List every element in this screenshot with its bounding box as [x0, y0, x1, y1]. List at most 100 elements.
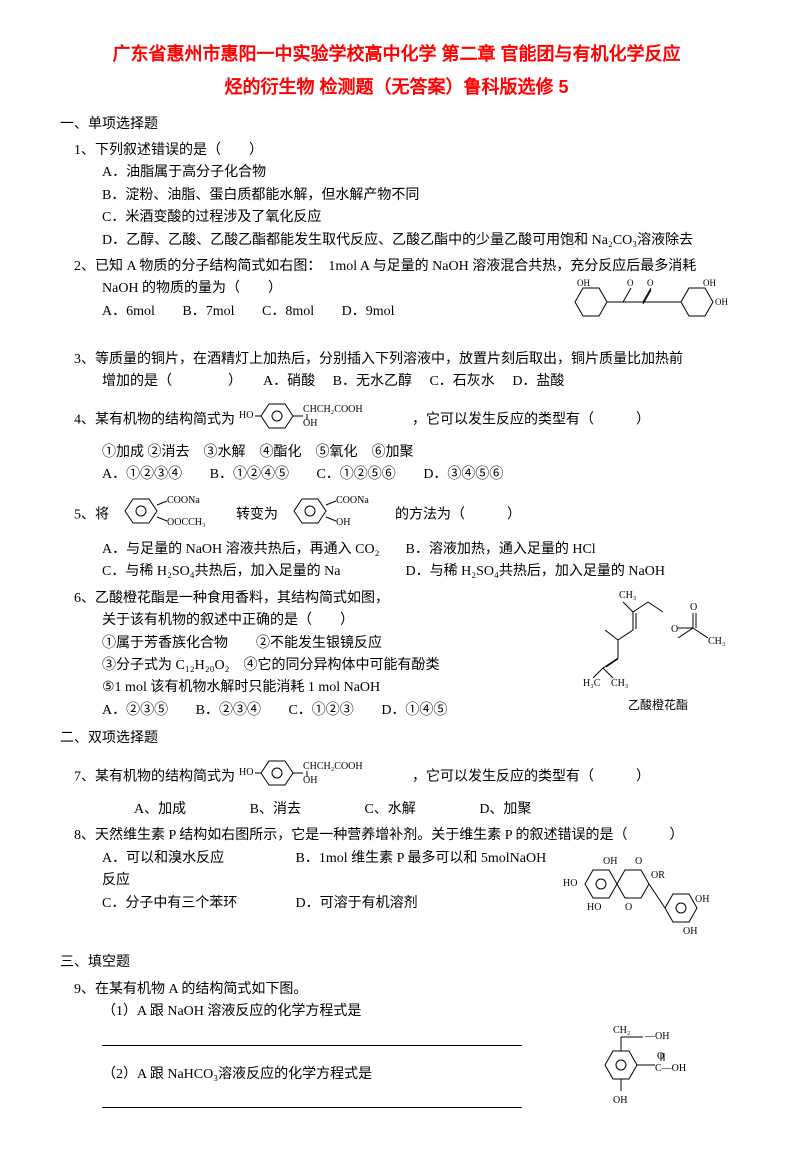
- q7-options: A、加成 B、消去 C、水解 D、加聚: [134, 799, 733, 821]
- q2-opt-c: C．8mol: [262, 304, 314, 319]
- question-8: 8、天然维生素 P 结构如右图所示，它是一种营养增补剂。关于维生素 P 的叙述错…: [74, 825, 733, 946]
- svg-text:OH: OH: [613, 1095, 627, 1106]
- q6-opt-a: A．②③⑤: [102, 703, 168, 718]
- question-3: 3、等质量的铜片，在酒精灯上加热后，分别插入下列溶液中，放置片刻后取出，铜片质量…: [74, 349, 733, 394]
- svg-text:OH: OH: [695, 894, 709, 905]
- q5-line1: 5、将 COONa OOCCH₃ 转变为: [74, 491, 733, 539]
- q6-opt-d: D．①④⑤: [381, 703, 447, 718]
- q1-opt-c: C．米酒变酸的过程涉及了氧化反应: [102, 207, 733, 229]
- q4-stem-a: 4、某有机物的结构简式为: [74, 412, 235, 427]
- q5-opt-c: C．与稀 H₂SO₄共热后，加入足量的 Na: [102, 561, 402, 583]
- svg-text:OH: OH: [703, 278, 716, 288]
- q4-opt-b: B．①②④⑤: [210, 467, 289, 482]
- q9-structure-icon: CH₂ —OH O C—OH OH: [583, 1009, 733, 1117]
- q4-line1: 4、某有机物的结构简式为 HO CHCH₂COOH OH ，它可以发生反应的类型…: [74, 398, 733, 442]
- q5-stem-c: 的方法为（ ）: [395, 507, 521, 522]
- q7-stem-a: 7、某有机物的结构简式为: [74, 769, 235, 784]
- svg-text:COONa: COONa: [336, 495, 369, 506]
- q5-stem-b: 转变为: [236, 507, 278, 522]
- svg-text:OH: OH: [603, 856, 617, 867]
- svg-text:O: O: [647, 278, 654, 288]
- svg-text:HO: HO: [239, 767, 253, 778]
- q2-stem-a: 2、已知 A 物质的分子结构简式如右图： 1mol A 与足量的 NaOH 溶液…: [74, 256, 733, 278]
- svg-text:CH₃: CH₃: [708, 636, 725, 647]
- svg-text:CH₃: CH₃: [611, 678, 628, 688]
- q3-opt-a: A．硝酸: [263, 374, 315, 389]
- question-7: 7、某有机物的结构简式为 HO CHCH₂COOH OH ，它可以发生反应的类型…: [74, 755, 733, 822]
- q2-opt-d: D．9mol: [342, 304, 395, 319]
- q2-opt-b: B．7mol: [182, 304, 234, 319]
- svg-text:HO: HO: [563, 878, 577, 889]
- question-4: 4、某有机物的结构简式为 HO CHCH₂COOH OH ，它可以发生反应的类型…: [74, 398, 733, 487]
- q4-structure-icon: HO CHCH₂COOH OH: [239, 398, 409, 442]
- q8-opt-a: A．可以和溴水反应: [102, 848, 292, 870]
- q9-stem: 9、在某有机物 A 的结构简式如下图。: [74, 979, 733, 1001]
- q2-opt-a: A．6mol: [102, 304, 155, 319]
- section-3-heading: 三、填空题: [60, 952, 733, 974]
- q8-stem: 8、天然维生素 P 结构如右图所示，它是一种营养增补剂。关于维生素 P 的叙述错…: [74, 825, 733, 847]
- q6-structure-icon: CH₃ H₃C CH₃ O O CH₃ 乙酸橙花酯: [583, 588, 733, 716]
- section-1-heading: 一、单项选择题: [60, 114, 733, 136]
- q5-row1: A．与足量的 NaOH 溶液共热后，再通入 CO₂ B．溶液加热，通入足量的 H…: [102, 539, 733, 561]
- title-line-2: 烃的衍生物 检测题（无答案）鲁科版选修 5: [60, 73, 733, 102]
- q5-opt-b: B．溶液加热，通入足量的 HCl: [406, 542, 596, 557]
- svg-text:OR: OR: [651, 870, 665, 881]
- q7-opt-d: D、加聚: [479, 802, 531, 817]
- blank-line-2: [102, 1093, 522, 1108]
- q6-opt-c: C．①②③: [288, 703, 353, 718]
- q7-opt-a: A、加成: [134, 802, 186, 817]
- q8-opt-d: D．可溶于有机溶剂: [296, 896, 418, 911]
- svg-text:COONa: COONa: [167, 495, 200, 506]
- q4-opt-d: D．③④⑤⑥: [423, 467, 503, 482]
- svg-text:HO: HO: [239, 410, 253, 421]
- q1-stem: 1、下列叙述错误的是（ ）: [74, 140, 733, 162]
- q7-line1: 7、某有机物的结构简式为 HO CHCH₂COOH OH ，它可以发生反应的类型…: [74, 755, 733, 799]
- svg-text:OH: OH: [303, 418, 317, 429]
- q1-opt-d: D．乙醇、乙酸、乙酸乙酯都能发生取代反应、乙酸乙酯中的少量乙酸可用饱和 Na₂C…: [102, 230, 733, 252]
- svg-text:OH: OH: [683, 926, 697, 937]
- q4-opt-c: C．①②⑤⑥: [316, 467, 395, 482]
- svg-text:OH: OH: [303, 775, 317, 786]
- q7-opt-c: C、水解: [364, 802, 415, 817]
- question-1: 1、下列叙述错误的是（ ） A．油脂属于高分子化合物 B．淀粉、油脂、蛋白质都能…: [74, 140, 733, 252]
- q8-structure-icon: HO HO OH O OR O OH OH: [563, 848, 733, 946]
- svg-text:CHCH₂COOH: CHCH₂COOH: [303, 761, 363, 772]
- svg-text:CHCH₂COOH: CHCH₂COOH: [303, 404, 363, 415]
- svg-text:OOCCH₃: OOCCH₃: [167, 517, 206, 528]
- svg-text:O: O: [635, 856, 642, 867]
- q4-list: ①加成 ②消去 ③水解 ④酯化 ⑤氧化 ⑥加聚: [102, 442, 733, 464]
- question-2: 2、已知 A 物质的分子结构简式如右图： 1mol A 与足量的 NaOH 溶液…: [74, 256, 733, 345]
- svg-text:CH₃: CH₃: [619, 590, 636, 601]
- svg-text:OH: OH: [715, 297, 728, 307]
- question-5: 5、将 COONa OOCCH₃ 转变为: [74, 491, 733, 584]
- q7-stem-b: ，它可以发生反应的类型有（ ）: [412, 769, 650, 784]
- question-6: CH₃ H₃C CH₃ O O CH₃ 乙酸橙花酯 6、乙酸橙花酯是一种食用香料…: [74, 588, 733, 722]
- q6-opt-b: B．②③④: [196, 703, 261, 718]
- title-line-1: 广东省惠州市惠阳一中实验学校高中化学 第二章 官能团与有机化学反应: [60, 40, 733, 69]
- q3-opt-b: B．无水乙醇: [333, 374, 412, 389]
- q7-opt-b: B、消去: [250, 802, 301, 817]
- question-9: CH₂ —OH O C—OH OH 9、在某有机物 A 的结构简式如下图。 （1…: [74, 979, 733, 1117]
- svg-text:H₃C: H₃C: [583, 678, 601, 688]
- q4-options: A．①②③④ B．①②④⑤ C．①②⑤⑥ D．③④⑤⑥: [102, 464, 733, 486]
- q3-opt-d: D．盐酸: [512, 374, 564, 389]
- svg-text:O: O: [671, 624, 678, 635]
- q1-opt-a: A．油脂属于高分子化合物: [102, 162, 733, 184]
- q2-structure-icon: OH O O OH OH: [563, 278, 733, 344]
- q3-stem-a: 3、等质量的铜片，在酒精灯上加热后，分别插入下列溶液中，放置片刻后取出，铜片质量…: [74, 349, 733, 371]
- svg-text:CH₂: CH₂: [613, 1025, 630, 1036]
- q5-stem-a: 5、将: [74, 507, 109, 522]
- svg-text:C—OH: C—OH: [655, 1063, 686, 1074]
- q4-opt-a: A．①②③④: [102, 467, 182, 482]
- svg-text:O: O: [625, 902, 632, 913]
- q5-structure-1-icon: COONa OOCCH₃: [113, 491, 233, 539]
- q3-line2: 增加的是（ ） A．硝酸 B．无水乙醇 C．石灰水 D．盐酸: [102, 371, 733, 393]
- q3-stem-b: 增加的是（ ）: [102, 374, 242, 389]
- svg-text:O: O: [690, 602, 697, 613]
- svg-text:O: O: [627, 278, 634, 288]
- svg-text:OH: OH: [577, 278, 590, 288]
- svg-text:—OH: —OH: [644, 1031, 669, 1042]
- section-2-heading: 二、双项选择题: [60, 728, 733, 750]
- q5-opt-a: A．与足量的 NaOH 溶液共热后，再通入 CO₂: [102, 539, 402, 561]
- q5-row2: C．与稀 H₂SO₄共热后，加入足量的 Na D．与稀 H₂SO₄共热后，加入足…: [102, 561, 733, 583]
